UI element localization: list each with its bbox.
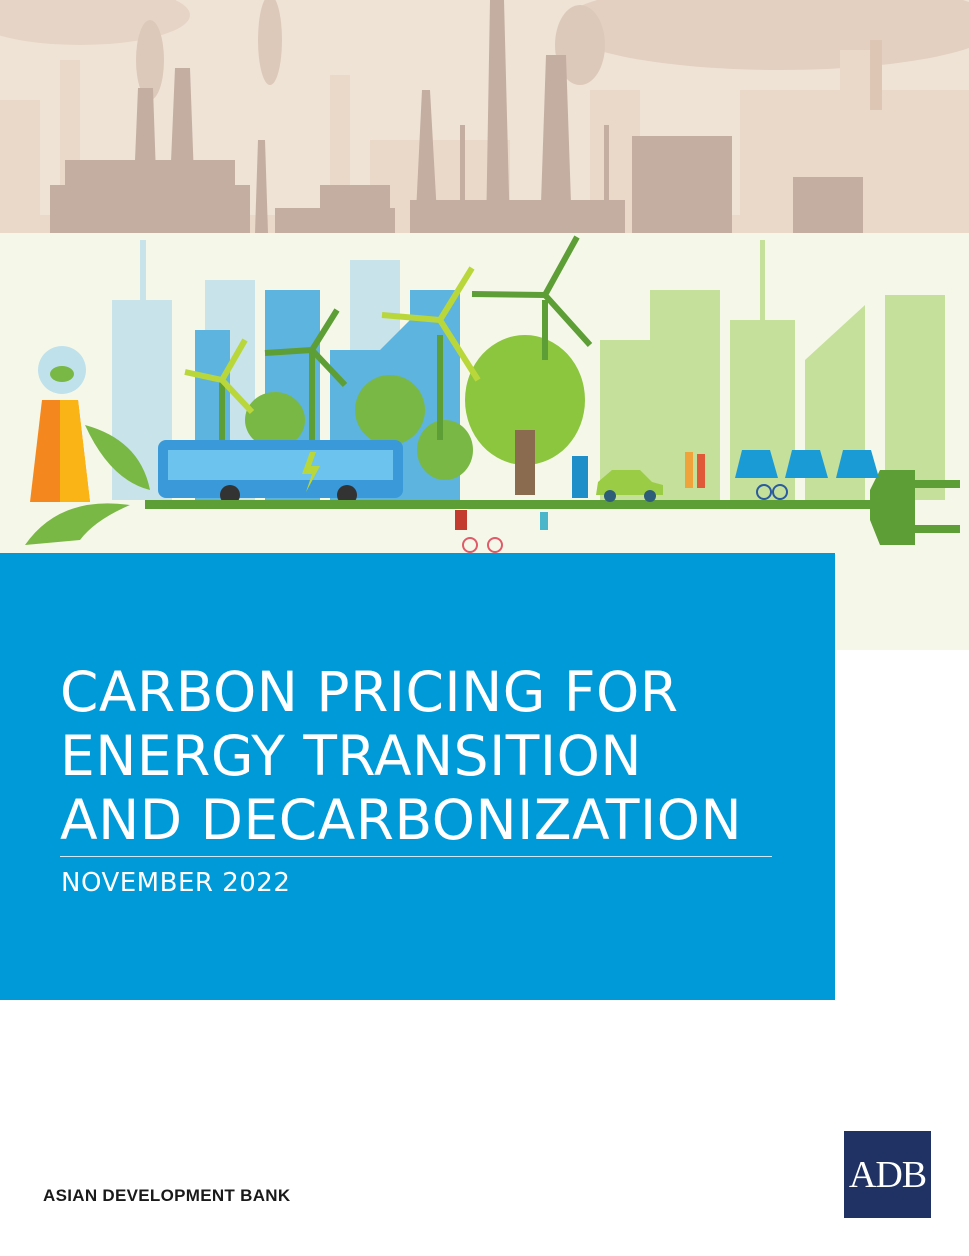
title-line-1: CARBON PRICING FOR bbox=[60, 660, 679, 724]
cover-illustration bbox=[0, 0, 969, 650]
electric-car bbox=[596, 470, 663, 502]
report-title: CARBON PRICING FOR ENERGY TRANSITION AND… bbox=[60, 660, 742, 852]
adb-logo: ADB bbox=[844, 1131, 931, 1218]
people bbox=[455, 452, 788, 553]
power-cable bbox=[145, 500, 885, 509]
title-line-3: AND DECARBONIZATION bbox=[60, 788, 743, 852]
leaf-factory bbox=[25, 346, 150, 545]
logo-text: ADB bbox=[848, 1153, 927, 1196]
solar-panels bbox=[735, 450, 879, 478]
title-line-2: ENERGY TRANSITION bbox=[60, 724, 643, 788]
charging-station bbox=[572, 456, 588, 498]
title-panel bbox=[0, 553, 835, 1000]
smog-factory-scene bbox=[0, 0, 969, 233]
title-divider bbox=[60, 856, 772, 857]
plug bbox=[870, 470, 960, 545]
publisher-name: ASIAN DEVELOPMENT BANK bbox=[43, 1186, 291, 1205]
wind-turbines bbox=[219, 300, 548, 440]
electric-bus bbox=[158, 440, 403, 505]
publication-date: NOVEMBER 2022 bbox=[61, 868, 291, 898]
